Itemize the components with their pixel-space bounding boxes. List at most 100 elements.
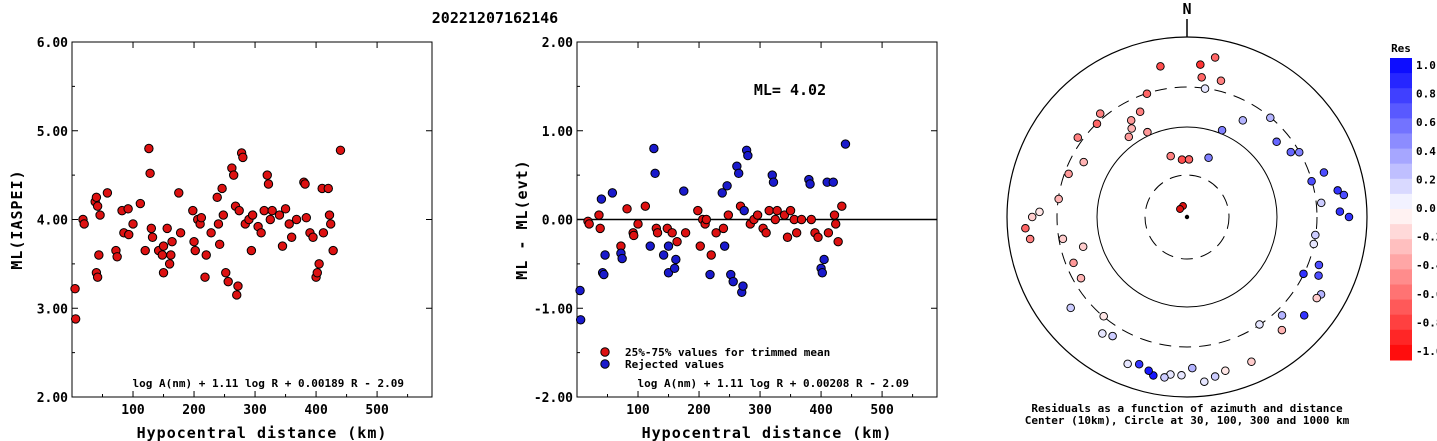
y-axis-label: ML(IASPEI) bbox=[8, 169, 26, 269]
rejected-point bbox=[738, 281, 748, 291]
accepted-point bbox=[672, 236, 682, 247]
accepted-point bbox=[806, 214, 817, 225]
station-point bbox=[112, 252, 122, 262]
colorbar-segment bbox=[1390, 193, 1412, 210]
station-residual-point bbox=[1025, 234, 1035, 244]
station-residual-point bbox=[1058, 234, 1068, 244]
accepted-point bbox=[622, 204, 632, 214]
station-residual-point bbox=[1317, 198, 1326, 208]
station-residual-point bbox=[1160, 373, 1169, 382]
accepted-point bbox=[831, 219, 841, 229]
figure-title: 20221207162146 bbox=[432, 9, 558, 27]
colorbar-tick-label: 0.4 bbox=[1416, 145, 1436, 158]
colorbar-segment bbox=[1390, 299, 1412, 316]
station-residual-point bbox=[1035, 207, 1044, 217]
station-point bbox=[326, 219, 336, 229]
station-point bbox=[92, 272, 103, 282]
accepted-point bbox=[772, 205, 782, 216]
y-tick-label: 3.00 bbox=[37, 302, 68, 317]
station-point bbox=[166, 250, 176, 260]
magnitude-formula: log A(nm) + 1.11 log R + 0.00189 R - 2.0… bbox=[132, 377, 404, 390]
station-point bbox=[308, 232, 318, 242]
rejected-point bbox=[719, 241, 730, 251]
station-point bbox=[213, 219, 224, 229]
accepted-point bbox=[633, 219, 643, 229]
accepted-point bbox=[782, 232, 793, 242]
ml-iaspei-panel: 100 200 300 400 500 2.00 3.00 4.00 5.00 6.00 Hypoc… bbox=[8, 36, 433, 441]
rejected-point bbox=[722, 181, 732, 191]
station-point bbox=[262, 170, 272, 180]
station-point bbox=[79, 219, 89, 229]
station-residual-point bbox=[1216, 76, 1226, 86]
station-point bbox=[233, 281, 243, 291]
colorbar-segment bbox=[1390, 103, 1412, 119]
station-point bbox=[323, 183, 333, 194]
colorbar-segment bbox=[1390, 163, 1412, 180]
station-residual-point bbox=[1076, 273, 1086, 283]
station-point bbox=[206, 228, 216, 238]
polar-caption-line2: Center (10km), Circle at 30, 100, 300 an… bbox=[1025, 414, 1350, 427]
x-axis-label: Hypocentral distance (km) bbox=[137, 424, 388, 441]
rejected-point bbox=[819, 254, 829, 265]
y-axis-label: ML - ML(evt) bbox=[513, 159, 531, 279]
station-point bbox=[167, 236, 177, 247]
station-residual-point bbox=[1196, 60, 1205, 69]
station-residual-point bbox=[1335, 207, 1345, 216]
station-point bbox=[201, 250, 211, 260]
y-tick-label: 2.00 bbox=[542, 36, 573, 51]
station-point bbox=[256, 228, 266, 238]
accepted-point bbox=[813, 232, 823, 242]
rejected-point bbox=[828, 177, 838, 187]
rejected-point bbox=[817, 268, 827, 278]
accepted-point bbox=[837, 201, 847, 211]
magnitude-formula: log A(nm) + 1.11 log R + 0.00208 R - 2.0… bbox=[637, 377, 909, 390]
station-point bbox=[140, 245, 150, 256]
y-tick-label: 1.00 bbox=[542, 125, 573, 140]
station-point bbox=[291, 214, 302, 225]
station-residual-point bbox=[1066, 303, 1075, 313]
ml-value: ML= 4.02 bbox=[754, 81, 826, 99]
station-residual-point bbox=[1312, 293, 1322, 303]
station-residual-point bbox=[1135, 107, 1145, 117]
station-point bbox=[147, 232, 158, 242]
station-residual-point bbox=[1156, 62, 1165, 71]
colorbar-tick-label: -1.0 bbox=[1416, 345, 1437, 358]
accepted-point bbox=[695, 241, 705, 251]
station-residual-point bbox=[1069, 258, 1078, 268]
station-point bbox=[190, 245, 200, 256]
station-point bbox=[217, 183, 227, 194]
station-point bbox=[144, 143, 154, 154]
station-point bbox=[267, 205, 277, 216]
accepted-point bbox=[693, 205, 703, 216]
colorbar-segment bbox=[1390, 239, 1412, 255]
rejected-point bbox=[739, 205, 749, 216]
station-point bbox=[228, 170, 239, 180]
station-point bbox=[324, 210, 335, 220]
station-point bbox=[214, 239, 225, 250]
rejected-point bbox=[743, 150, 753, 161]
rejected-point bbox=[671, 254, 681, 265]
station-residual-point bbox=[1184, 155, 1194, 164]
accepted-point bbox=[680, 228, 691, 238]
station-point bbox=[218, 210, 229, 220]
accepted-point bbox=[785, 205, 796, 216]
colorbar-tick-label: -0.8 bbox=[1416, 316, 1437, 329]
station-point bbox=[91, 192, 102, 203]
station-point bbox=[123, 204, 133, 214]
rejected-point bbox=[705, 269, 715, 280]
legend-label: Rejected values bbox=[625, 358, 724, 371]
station-residual-point bbox=[1092, 119, 1102, 129]
accepted-point bbox=[718, 223, 729, 234]
station-residual-point bbox=[1277, 311, 1287, 320]
rejected-point bbox=[679, 186, 689, 196]
colorbar-tick-label: 0.0 bbox=[1416, 202, 1436, 215]
station-point bbox=[95, 210, 105, 220]
colorbar-segment bbox=[1390, 73, 1412, 89]
station-point bbox=[124, 229, 134, 240]
station-point bbox=[212, 192, 222, 203]
station-point bbox=[157, 250, 168, 260]
y-tick-label: 5.00 bbox=[37, 125, 68, 140]
station-residual-point bbox=[1166, 151, 1175, 161]
colorbar-tick-label: -0.6 bbox=[1416, 288, 1437, 301]
rejected-point bbox=[658, 250, 669, 260]
